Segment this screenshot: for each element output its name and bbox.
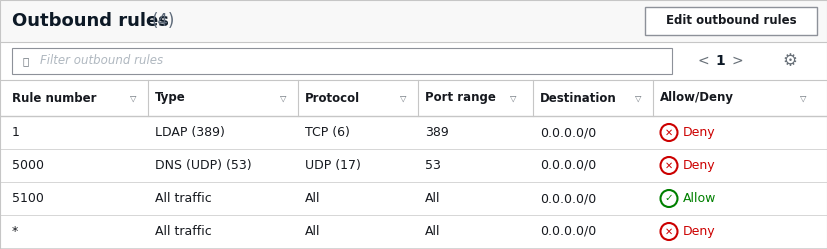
Text: ▽: ▽ [280, 94, 286, 103]
Text: Rule number: Rule number [12, 91, 97, 105]
Text: TCP (6): TCP (6) [305, 126, 350, 139]
Text: Deny: Deny [683, 126, 715, 139]
Text: 0.0.0.0/0: 0.0.0.0/0 [540, 225, 596, 238]
FancyBboxPatch shape [0, 42, 827, 80]
Text: LDAP (389): LDAP (389) [155, 126, 225, 139]
Text: <: < [697, 54, 709, 68]
Text: 5100: 5100 [12, 192, 44, 205]
FancyBboxPatch shape [645, 7, 817, 35]
Text: 1: 1 [715, 54, 725, 68]
Text: ▽: ▽ [510, 94, 517, 103]
Text: 0.0.0.0/0: 0.0.0.0/0 [540, 192, 596, 205]
Text: Deny: Deny [683, 159, 715, 172]
Text: (4): (4) [152, 12, 175, 30]
Text: ✕: ✕ [665, 227, 673, 237]
Text: All: All [305, 192, 321, 205]
Text: 0.0.0.0/0: 0.0.0.0/0 [540, 126, 596, 139]
Text: Allow: Allow [683, 192, 716, 205]
FancyBboxPatch shape [0, 0, 827, 42]
Text: *: * [12, 225, 18, 238]
Text: ⚙: ⚙ [782, 52, 797, 70]
Text: ▽: ▽ [400, 94, 407, 103]
Text: Type: Type [155, 91, 186, 105]
Text: ✕: ✕ [665, 127, 673, 137]
Text: 5000: 5000 [12, 159, 44, 172]
Text: All: All [305, 225, 321, 238]
Text: Destination: Destination [540, 91, 617, 105]
Text: Edit outbound rules: Edit outbound rules [666, 14, 796, 27]
Text: Protocol: Protocol [305, 91, 360, 105]
Text: Filter outbound rules: Filter outbound rules [40, 55, 163, 67]
Text: ▽: ▽ [130, 94, 136, 103]
Text: 🔍: 🔍 [23, 56, 29, 66]
Text: ▽: ▽ [800, 94, 806, 103]
FancyBboxPatch shape [12, 48, 672, 74]
Text: 53: 53 [425, 159, 441, 172]
Text: 0.0.0.0/0: 0.0.0.0/0 [540, 159, 596, 172]
Text: Outbound rules: Outbound rules [12, 12, 169, 30]
Text: >: > [731, 54, 743, 68]
Text: 1: 1 [12, 126, 20, 139]
Text: ✕: ✕ [665, 161, 673, 171]
Text: ▽: ▽ [635, 94, 642, 103]
Text: Deny: Deny [683, 225, 715, 238]
Text: All: All [425, 192, 441, 205]
Text: UDP (17): UDP (17) [305, 159, 361, 172]
Text: Port range: Port range [425, 91, 496, 105]
Text: ✓: ✓ [665, 193, 673, 203]
Text: All: All [425, 225, 441, 238]
Text: DNS (UDP) (53): DNS (UDP) (53) [155, 159, 251, 172]
Text: All traffic: All traffic [155, 225, 212, 238]
Text: 389: 389 [425, 126, 449, 139]
Text: All traffic: All traffic [155, 192, 212, 205]
Text: Allow/Deny: Allow/Deny [660, 91, 734, 105]
